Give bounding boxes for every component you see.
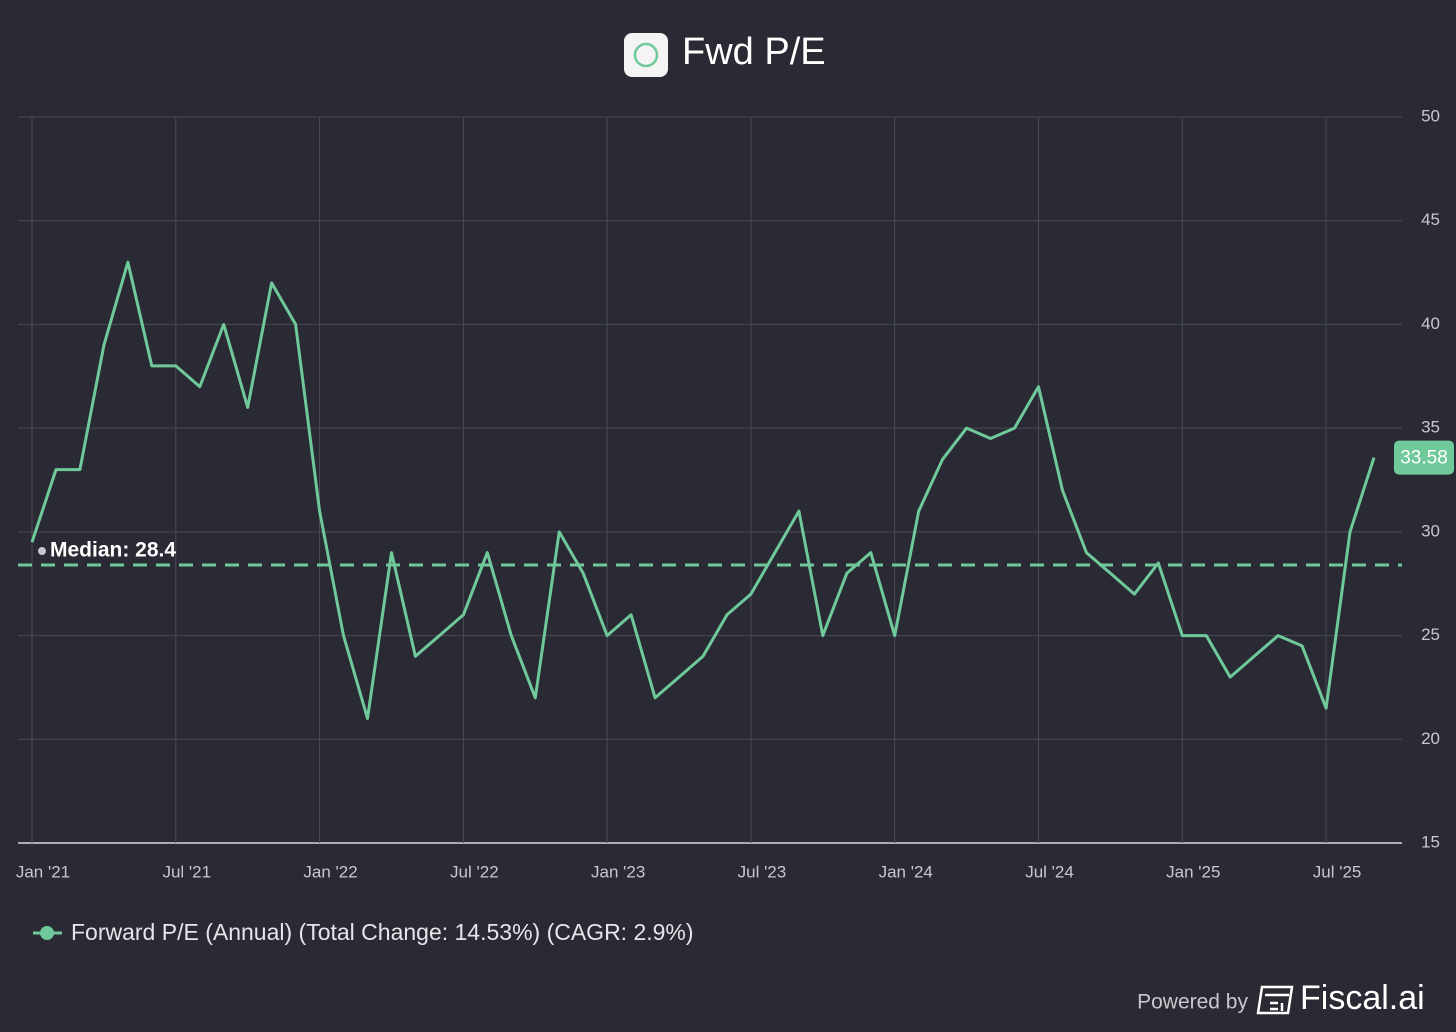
footer: Powered by Fiscal.ai (1137, 979, 1425, 1017)
chart-title: Fwd P/E (682, 31, 826, 73)
legend-swatch-dot (40, 926, 54, 940)
x-tick-label: Jan '23 (591, 862, 645, 881)
footer-brand: Fiscal.ai (1300, 979, 1425, 1017)
x-tick-label: Jul '21 (162, 862, 211, 881)
y-tick-label: 50 (1421, 106, 1440, 125)
x-tick-label: Jan '21 (16, 862, 70, 881)
x-tick-label: Jan '25 (1166, 862, 1220, 881)
last-value-label: 33.58 (1400, 448, 1448, 469)
footer-prefix: Powered by (1137, 991, 1248, 1014)
y-tick-label: 20 (1421, 729, 1440, 748)
y-tick-label: 25 (1421, 625, 1440, 644)
x-tick-label: Jul '23 (738, 862, 787, 881)
series-line (30, 260, 1376, 720)
x-tick-label: Jan '24 (879, 862, 933, 881)
y-tick-label: 45 (1421, 210, 1440, 229)
title-icon-ring (633, 42, 659, 68)
x-tick-label: Jul '24 (1025, 862, 1074, 881)
median-dot (38, 547, 46, 556)
y-tick-label: 15 (1421, 832, 1440, 851)
last-value-badge (1394, 440, 1454, 475)
footer-logo (1256, 985, 1294, 1015)
legend-label: Forward P/E (Annual) (Total Change: 14.5… (71, 919, 694, 945)
x-tick-label: Jan '22 (303, 862, 357, 881)
x-tick-label: Jul '22 (450, 862, 499, 881)
y-tick-label: 40 (1421, 314, 1440, 333)
title-icon (624, 33, 668, 77)
y-tick-label: 35 (1421, 418, 1440, 437)
x-tick-label: Jul '25 (1313, 862, 1362, 881)
y-tick-label: 30 (1421, 521, 1440, 540)
median-label: Median: 28.4 (50, 539, 176, 562)
